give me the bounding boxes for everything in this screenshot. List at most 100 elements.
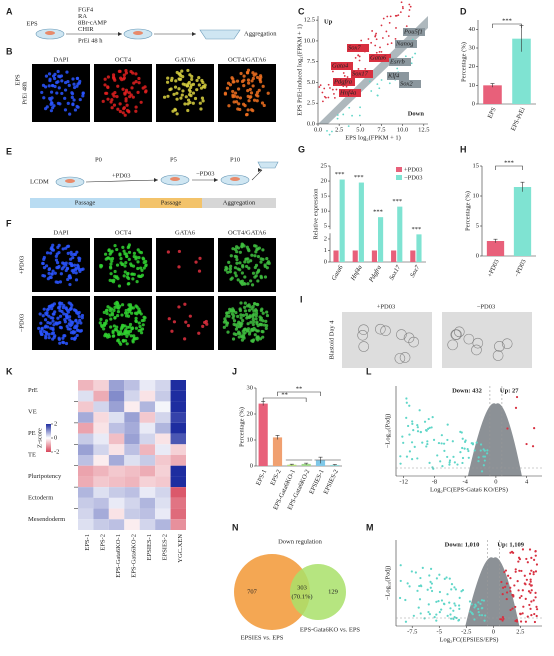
blastoid [396, 329, 407, 340]
cell [129, 262, 133, 266]
down-count: Down: 432 [452, 387, 482, 394]
cell [75, 324, 79, 328]
x-tick-label: 12.5 [418, 126, 429, 133]
gene-label: Hnf4a [339, 89, 356, 96]
cell [60, 309, 64, 314]
cell [175, 112, 179, 116]
cell [167, 317, 171, 321]
up-point [526, 561, 529, 564]
cell [47, 267, 52, 271]
cell [260, 329, 264, 334]
down-point [470, 603, 473, 606]
cell [118, 69, 122, 73]
down-point [446, 614, 449, 617]
sig-bracket [277, 391, 321, 396]
aggregate-well [257, 161, 279, 169]
legend-label: −PD03 [404, 174, 422, 181]
down-point [461, 456, 465, 460]
down-point [477, 611, 480, 614]
cell [130, 326, 134, 330]
cell [175, 97, 179, 101]
up-point [529, 578, 532, 581]
cell [40, 332, 44, 337]
down-point [359, 106, 361, 109]
gene-label: Gata4 [332, 62, 349, 69]
heatmap-cell [170, 422, 186, 434]
group-label: Ectoderm [28, 494, 53, 501]
cell [238, 261, 242, 265]
cell [186, 68, 190, 73]
cell [137, 307, 141, 311]
y-tick-label: 30 [469, 44, 476, 51]
cell [123, 91, 127, 95]
label: DAPI [53, 56, 68, 63]
cell [124, 97, 128, 101]
cell [123, 264, 127, 268]
cell [177, 249, 182, 254]
gene-tag [351, 70, 373, 78]
panel-letter: M [366, 522, 374, 532]
cell [116, 107, 120, 111]
cell [222, 325, 226, 329]
cell [78, 318, 82, 323]
cell [121, 77, 126, 81]
cell [258, 74, 263, 78]
down-point [401, 435, 404, 438]
cell [137, 76, 141, 81]
down-point [460, 590, 463, 593]
cell [81, 91, 85, 96]
panel-letter: K [6, 366, 13, 376]
cell [73, 326, 77, 330]
label: CHIR [78, 26, 94, 33]
heatmap-cell [155, 422, 171, 434]
cell [112, 278, 116, 282]
point-cloud [467, 403, 522, 476]
down-point [452, 609, 455, 612]
micrograph [32, 238, 90, 292]
heatmap-cell [170, 508, 186, 520]
cell [57, 337, 61, 342]
significance: *** [392, 198, 402, 205]
cell [47, 336, 51, 340]
up-point [506, 427, 509, 430]
cell [126, 245, 130, 250]
cell [266, 91, 270, 95]
heatmap-cell [108, 497, 125, 509]
down-point [404, 598, 407, 602]
cell [114, 275, 118, 280]
venn-count: 129 [328, 588, 338, 595]
arrow [85, 179, 159, 183]
cell [223, 92, 228, 96]
cell [57, 243, 61, 247]
down-point [407, 424, 410, 428]
down-point [453, 616, 456, 619]
up-point [518, 569, 521, 572]
cell [72, 263, 77, 267]
cell [123, 270, 127, 274]
cell [132, 254, 136, 259]
cell [241, 265, 245, 269]
y-axis-label: Percentage (%) [238, 407, 245, 447]
up-point [380, 24, 383, 27]
up-point [397, 14, 400, 17]
cell [112, 103, 117, 107]
down-point [428, 613, 431, 616]
down-point [473, 449, 476, 452]
cell [127, 307, 132, 311]
down-point [448, 577, 451, 580]
cell [189, 94, 193, 98]
column-label: +PD03 [377, 303, 395, 310]
cell [204, 319, 208, 324]
cell [260, 307, 264, 311]
down-point [430, 426, 433, 429]
heatmap-cell [124, 433, 140, 445]
cell [121, 87, 125, 91]
cell [130, 86, 134, 90]
cell [130, 311, 134, 315]
down-point [419, 584, 422, 587]
phase-label: Passage [75, 199, 96, 206]
y-axis-label: EPS PrEi-induced log₂(FPKM + 1) [296, 24, 303, 116]
up-point [530, 600, 533, 603]
panel-letter: D [460, 6, 467, 16]
cell [52, 76, 57, 81]
